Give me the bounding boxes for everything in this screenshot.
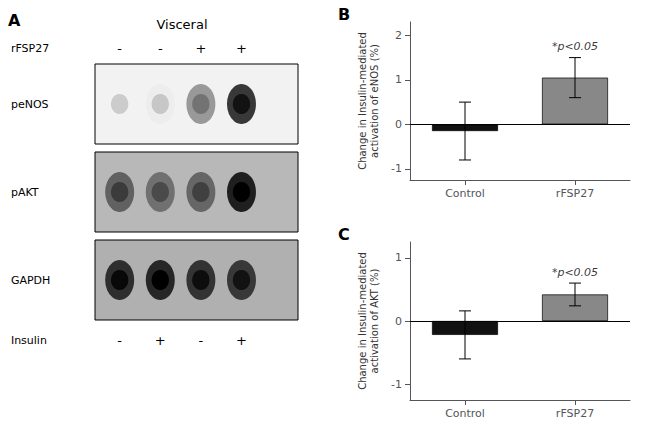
- svg-text:1: 1: [395, 73, 402, 86]
- svg-text:B: B: [338, 5, 350, 24]
- svg-text:activation of eNOS (%): activation of eNOS (%): [369, 44, 380, 158]
- svg-text:rFSP27: rFSP27: [11, 42, 49, 55]
- svg-text:+: +: [236, 333, 247, 348]
- svg-text:+: +: [155, 333, 166, 348]
- svg-text:Insulin: Insulin: [11, 334, 47, 347]
- svg-text:rFSP27: rFSP27: [556, 187, 594, 200]
- svg-text:peNOS: peNOS: [11, 98, 49, 111]
- svg-text:0: 0: [395, 118, 402, 131]
- svg-text:Control: Control: [445, 187, 485, 200]
- svg-text:+: +: [236, 41, 247, 56]
- svg-text:-: -: [117, 41, 122, 56]
- svg-text:-1: -1: [391, 378, 402, 391]
- svg-text:A: A: [8, 11, 21, 30]
- svg-text:pAKT: pAKT: [11, 186, 39, 199]
- svg-text:Visceral: Visceral: [156, 17, 207, 32]
- svg-text:-: -: [158, 41, 163, 56]
- svg-text:rFSP27: rFSP27: [556, 407, 594, 420]
- svg-text:GAPDH: GAPDH: [11, 274, 50, 287]
- svg-text:activation of AKT (%): activation of AKT (%): [369, 269, 380, 374]
- svg-text:Change in Insulin-mediated: Change in Insulin-mediated: [357, 32, 368, 170]
- svg-text:2: 2: [395, 29, 402, 42]
- svg-text:*p<0.05: *p<0.05: [552, 266, 598, 279]
- svg-text:-: -: [198, 333, 203, 348]
- svg-text:0: 0: [395, 315, 402, 328]
- svg-text:C: C: [338, 225, 350, 244]
- svg-text:Control: Control: [445, 407, 485, 420]
- svg-text:-1: -1: [391, 162, 402, 175]
- svg-text:Change in Insulin-mediated: Change in Insulin-mediated: [357, 252, 368, 390]
- svg-text:+: +: [195, 41, 206, 56]
- svg-text:*p<0.05: *p<0.05: [552, 40, 598, 53]
- svg-text:-: -: [117, 333, 122, 348]
- svg-text:1: 1: [395, 251, 402, 264]
